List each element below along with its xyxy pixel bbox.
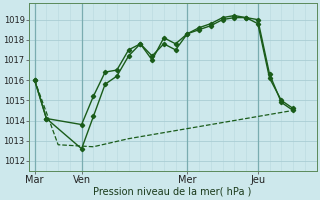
X-axis label: Pression niveau de la mer( hPa ): Pression niveau de la mer( hPa ) xyxy=(93,187,252,197)
